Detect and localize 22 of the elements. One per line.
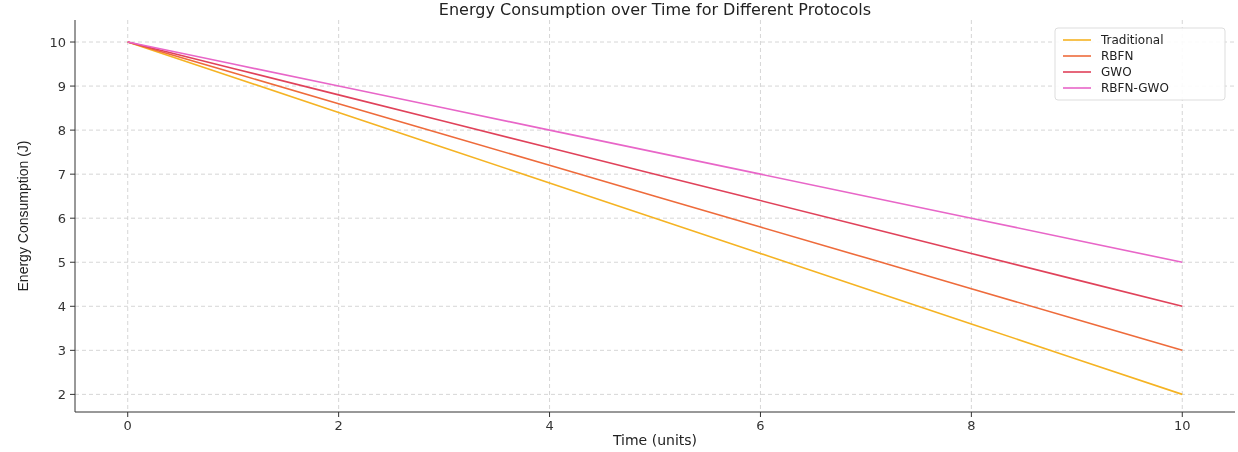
y-tick-label: 9 [57,78,66,94]
x-tick-label: 10 [1174,418,1191,433]
y-tick-label: 8 [57,122,66,138]
y-tick-label: 6 [57,210,66,226]
x-tick-label: 2 [334,418,343,433]
x-tick-label: 0 [123,418,132,433]
x-axis-title: Time (units) [611,432,698,448]
y-tick-label: 7 [57,166,66,182]
x-tick-label: 6 [756,418,765,433]
legend-label: RBFN-GWO [1101,81,1169,96]
y-tick-label: 2 [57,386,66,402]
legend-label: Traditional [1100,33,1164,48]
y-tick-label: 4 [57,298,66,314]
legend-label: GWO [1101,65,1132,80]
legend-label: RBFN [1101,49,1134,64]
y-tick-label: 3 [57,342,66,358]
y-axis-title: Energy Consumption (J) [15,140,31,292]
y-tick-label: 5 [57,254,66,270]
x-tick-label: 4 [545,418,554,433]
y-tick-label: 10 [49,34,66,50]
chart-title: Energy Consumption over Time for Different Protocols [438,0,872,19]
x-tick-label: 8 [967,418,976,433]
